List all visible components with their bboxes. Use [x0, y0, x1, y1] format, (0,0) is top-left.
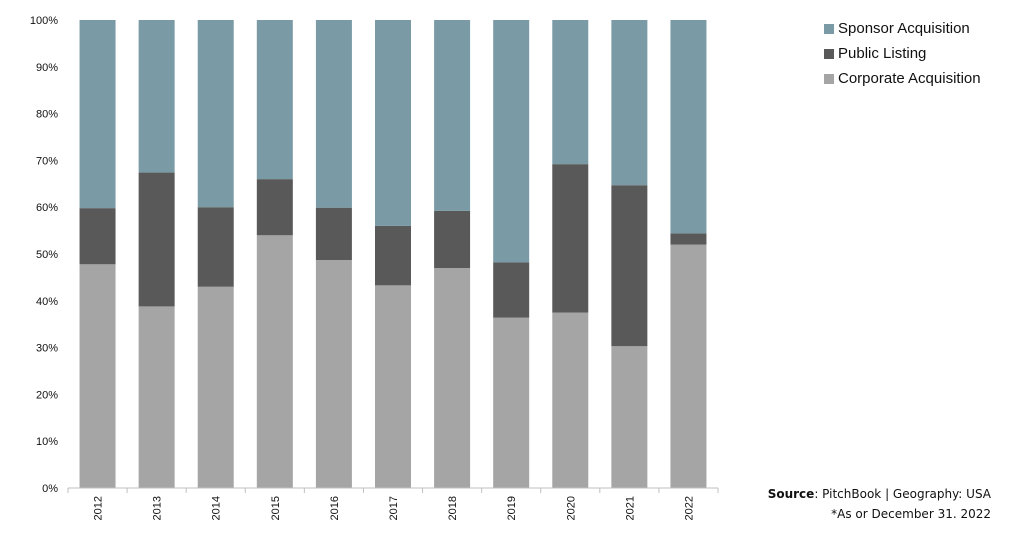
y-tick-label: 10% — [36, 436, 58, 448]
bar-stack-2013 — [138, 20, 175, 488]
legend-item-corporate: Corporate Acquisition — [824, 66, 981, 91]
bar-segment-public-listing — [315, 207, 352, 261]
x-tick-label: 2012 — [93, 496, 105, 520]
bar-segment-sponsor-acquisition — [375, 20, 411, 226]
bar-stack-2017 — [375, 20, 411, 488]
bar-segment-public-listing — [79, 208, 116, 265]
bar-segment-sponsor-acquisition — [138, 20, 175, 173]
bar-segment-public-listing — [493, 262, 530, 318]
bar-segment-corporate-acquisition — [375, 285, 411, 488]
source-label: Source — [767, 487, 815, 501]
bar-segment-public-listing — [552, 164, 589, 313]
y-tick-label: 80% — [36, 109, 58, 121]
stacked-bar-chart: 0%10%20%30%40%50%60%70%80%90%100% 2012 20… — [30, 15, 719, 520]
bar-segment-sponsor-acquisition — [197, 20, 234, 208]
bar-stack-2016 — [315, 20, 352, 488]
bar-stack-2019 — [493, 20, 530, 488]
bar-segment-public-listing — [256, 179, 293, 236]
bar-segment-corporate-acquisition — [493, 317, 530, 488]
y-tick-label: 0% — [42, 483, 58, 495]
y-tick-label: 60% — [36, 202, 58, 214]
source-text: : PitchBook | Geography: USA — [814, 487, 991, 501]
bar-segment-sponsor-acquisition — [315, 20, 352, 208]
source-date-note: *As or December 31. 2022 — [831, 507, 991, 521]
bar-segment-corporate-acquisition — [256, 235, 293, 488]
bar-segment-sponsor-acquisition — [256, 20, 293, 180]
bar-segment-corporate-acquisition — [434, 268, 471, 488]
bar-segment-public-listing — [375, 225, 411, 286]
bar-segment-public-listing — [197, 207, 234, 287]
y-axis: 0% 10% 20% 30% 40% 50% 60% 70% 80% 90% 100% — [30, 15, 58, 495]
legend-label-public: Public Listing — [838, 45, 927, 62]
y-tick-label: 50% — [36, 249, 58, 261]
legend-swatch-public — [824, 48, 834, 59]
x-tick-label: 2015 — [270, 496, 282, 520]
bar-segment-sponsor-acquisition — [670, 20, 707, 234]
bar-segment-corporate-acquisition — [315, 260, 352, 488]
bar-segment-corporate-acquisition — [670, 244, 707, 488]
x-tick-label: 2019 — [506, 496, 518, 520]
legend-item-sponsor: Sponsor Acquisition — [824, 16, 981, 41]
bar-stack-2018 — [434, 20, 471, 488]
x-axis: 2012 2013 2014 2015 2016 2017 2018 2019 2020 2021… — [67, 487, 719, 520]
y-tick-label: 30% — [36, 343, 58, 355]
bar-segment-public-listing — [138, 172, 175, 307]
bar-stack-2022 — [670, 20, 707, 488]
y-tick-label: 90% — [36, 62, 58, 74]
x-tick-label: 2022 — [683, 496, 695, 520]
bar-stack-2012 — [79, 20, 116, 488]
source-line: Source: PitchBook | Geography: USA — [768, 484, 991, 504]
bar-segment-sponsor-acquisition — [493, 20, 530, 263]
bar-segment-sponsor-acquisition — [79, 20, 116, 209]
y-tick-label: 20% — [36, 389, 58, 401]
legend-label-sponsor: Sponsor Acquisition — [838, 20, 970, 37]
bar-segment-sponsor-acquisition — [434, 20, 471, 211]
bar-segment-corporate-acquisition — [79, 264, 116, 488]
bar-segment-public-listing — [670, 233, 707, 245]
bars — [79, 20, 707, 488]
bar-segment-sponsor-acquisition — [552, 20, 589, 165]
bar-segment-public-listing — [434, 210, 471, 269]
legend-label-corporate: Corporate Acquisition — [838, 70, 981, 87]
bar-segment-corporate-acquisition — [552, 312, 589, 488]
x-tick-label: 2020 — [565, 496, 577, 520]
source-note: Source: PitchBook | Geography: USA *As o… — [768, 484, 991, 524]
bar-segment-corporate-acquisition — [138, 306, 175, 488]
bar-segment-public-listing — [611, 185, 648, 347]
y-tick-label: 100% — [30, 15, 58, 27]
x-tick-label: 2013 — [152, 496, 164, 520]
x-tick-label: 2016 — [329, 496, 341, 520]
x-tick-label: 2014 — [211, 496, 223, 520]
bar-stack-2014 — [197, 20, 234, 488]
legend: Sponsor Acquisition Public Listing Corpo… — [824, 16, 981, 91]
bar-stack-2020 — [552, 20, 589, 488]
y-tick-label: 70% — [36, 155, 58, 167]
x-tick-label: 2017 — [388, 496, 400, 520]
legend-item-public: Public Listing — [824, 41, 981, 66]
bar-stack-2015 — [256, 20, 293, 488]
legend-swatch-sponsor — [824, 23, 834, 34]
legend-swatch-corporate — [824, 73, 834, 84]
x-tick-label: 2018 — [447, 496, 459, 520]
x-tick-label: 2021 — [624, 496, 636, 520]
bar-segment-corporate-acquisition — [611, 346, 648, 488]
bar-segment-corporate-acquisition — [197, 286, 234, 488]
y-tick-label: 40% — [36, 296, 58, 308]
bar-segment-sponsor-acquisition — [611, 20, 648, 186]
bar-stack-2021 — [611, 20, 648, 488]
